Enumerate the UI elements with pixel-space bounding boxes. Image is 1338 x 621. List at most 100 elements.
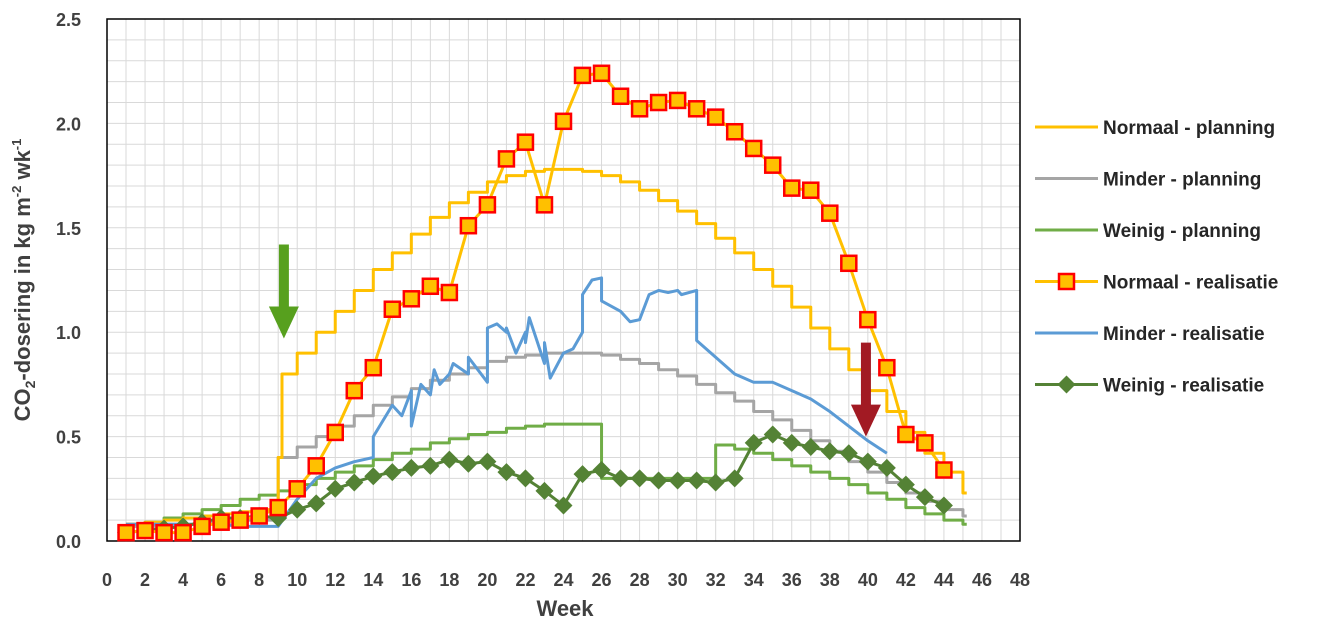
data-point-weinig-realisatie xyxy=(858,452,877,471)
legend-item-weinig-realisatie: Weinig - realisatie xyxy=(1035,375,1264,397)
green-down-arrow xyxy=(268,244,299,339)
x-tick-label: 16 xyxy=(401,570,421,590)
series xyxy=(117,64,967,542)
tick-labels: 0 2 4 6 8 10 12 14 16 18 20 22 24 26 28 30 32 34 36 38 40 42 4… xyxy=(56,10,1030,590)
plot-area-border xyxy=(106,18,1021,542)
y-tick-label: 1.5 xyxy=(56,219,81,239)
x-tick-label: 24 xyxy=(553,570,573,590)
legend-label-weinig-realisatie: Weinig - realisatie xyxy=(1103,376,1264,397)
data-point-weinig-realisatie xyxy=(364,467,383,486)
data-point-weinig-realisatie xyxy=(535,481,554,500)
data-point-weinig-realisatie xyxy=(725,469,744,488)
data-point-normaal-realisatie xyxy=(535,196,554,214)
x-tick-label: 2 xyxy=(140,570,150,590)
data-point-normaal-realisatie xyxy=(821,204,839,222)
x-tick-label: 38 xyxy=(820,570,840,590)
data-point-normaal-realisatie xyxy=(516,133,535,151)
data-point-weinig-realisatie xyxy=(763,425,782,444)
y-axis-title-sub: 2 xyxy=(22,380,38,388)
data-point-weinig-realisatie xyxy=(459,454,478,473)
data-point-normaal-realisatie xyxy=(497,150,516,168)
x-tick-label: 34 xyxy=(744,570,764,590)
data-point-normaal-realisatie xyxy=(307,457,325,475)
data-point-weinig-realisatie xyxy=(497,463,516,482)
series-line-minder-realisatie xyxy=(126,276,888,528)
y-axis-title-mid: -dosering in kg m xyxy=(10,197,35,380)
data-point-weinig-realisatie xyxy=(630,469,649,488)
y-tick-label: 2.5 xyxy=(56,10,81,30)
data-point-weinig-realisatie xyxy=(402,458,421,477)
x-tick-label: 10 xyxy=(287,570,307,590)
x-tick-label: 18 xyxy=(439,570,459,590)
data-point-normaal-realisatie xyxy=(345,381,364,400)
data-point-normaal-realisatie xyxy=(897,425,915,444)
series-normaal-realisatie xyxy=(117,64,953,542)
data-point-normaal-realisatie xyxy=(440,283,459,302)
data-point-normaal-realisatie xyxy=(763,156,782,174)
legend-item-minder-realisatie: Minder - realisatie xyxy=(1035,324,1265,345)
data-point-weinig-realisatie xyxy=(516,469,535,488)
data-point-normaal-realisatie xyxy=(706,108,725,126)
x-tick-label: 14 xyxy=(363,570,383,590)
x-tick-label: 12 xyxy=(325,570,345,590)
legend-item-minder-planning: Minder - planning xyxy=(1035,170,1261,191)
data-point-normaal-realisatie xyxy=(630,100,649,118)
x-axis-title: Week xyxy=(536,596,594,621)
y-tick-label: 0.5 xyxy=(56,428,81,448)
series-line-normaal-realisatie xyxy=(125,71,946,535)
x-tick-label: 28 xyxy=(630,570,650,590)
data-point-normaal-realisatie xyxy=(250,507,268,525)
data-point-weinig-realisatie xyxy=(383,463,402,482)
data-point-normaal-realisatie xyxy=(725,123,744,141)
data-point-normaal-realisatie xyxy=(288,480,306,498)
data-point-weinig-realisatie xyxy=(877,458,896,477)
y-axis-title: CO2-dosering in kg m-2 wk-1 xyxy=(9,139,38,422)
data-point-normaal-realisatie xyxy=(136,521,154,540)
red-down-arrow xyxy=(850,342,881,437)
data-point-normaal-realisatie xyxy=(326,423,344,442)
legend-item-normaal-planning: Normaal - planning xyxy=(1035,118,1275,139)
legend-label-normaal-realisatie: Normaal - realisatie xyxy=(1103,273,1278,294)
data-point-weinig-realisatie xyxy=(839,444,858,463)
data-point-weinig-realisatie xyxy=(345,473,364,492)
data-point-weinig-realisatie xyxy=(934,496,953,515)
data-point-normaal-realisatie xyxy=(117,523,135,542)
grid xyxy=(106,18,1021,542)
data-point-weinig-realisatie xyxy=(744,433,763,452)
data-point-normaal-realisatie xyxy=(269,498,287,517)
x-tick-label: 4 xyxy=(178,570,188,590)
data-point-normaal-realisatie xyxy=(611,87,630,106)
x-tick-label: 32 xyxy=(706,570,726,590)
data-point-weinig-realisatie xyxy=(896,475,915,494)
data-point-weinig-realisatie xyxy=(307,494,326,513)
x-tick-label: 20 xyxy=(477,570,497,590)
x-tick-label: 30 xyxy=(668,570,688,590)
x-tick-label: 0 xyxy=(102,570,112,590)
data-point-weinig-realisatie xyxy=(687,471,706,490)
data-point-weinig-realisatie xyxy=(649,471,668,490)
data-point-normaal-realisatie xyxy=(744,139,763,158)
data-point-weinig-realisatie xyxy=(573,465,592,484)
legend-label-normaal-planning: Normaal - planning xyxy=(1103,118,1275,139)
x-tick-label: 6 xyxy=(216,570,226,590)
data-point-normaal-realisatie xyxy=(649,93,668,112)
data-point-weinig-realisatie xyxy=(440,450,459,469)
annotations xyxy=(268,244,881,437)
data-point-normaal-realisatie xyxy=(783,179,801,197)
data-point-weinig-realisatie xyxy=(269,509,288,528)
data-point-normaal-realisatie xyxy=(592,64,611,83)
data-point-normaal-realisatie xyxy=(935,461,953,479)
legend-label-weinig-planning: Weinig - planning xyxy=(1103,221,1261,242)
y-axis-title-mid2: wk xyxy=(10,149,35,185)
data-point-normaal-realisatie xyxy=(421,277,440,296)
series-weinig-planning xyxy=(126,422,967,526)
x-tick-label: 42 xyxy=(896,570,916,590)
legend-label-minder-planning: Minder - planning xyxy=(1103,170,1261,191)
data-point-normaal-realisatie xyxy=(231,511,249,529)
data-point-weinig-realisatie xyxy=(820,442,839,461)
data-point-weinig-realisatie xyxy=(592,461,611,480)
data-point-weinig-realisatie xyxy=(554,496,573,515)
legend: Normaal - planning Minder - planning Weini… xyxy=(1035,118,1278,397)
data-point-weinig-realisatie xyxy=(478,452,497,471)
